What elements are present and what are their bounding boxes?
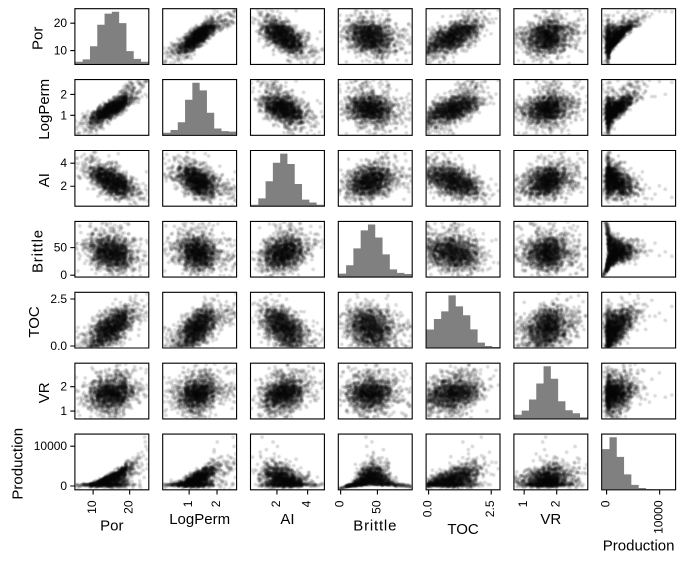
svg-text:2.5: 2.5	[483, 500, 497, 517]
svg-text:AI: AI	[280, 511, 294, 528]
svg-text:10000: 10000	[652, 500, 666, 534]
svg-text:10000: 10000	[34, 439, 68, 453]
svg-text:2: 2	[60, 87, 67, 101]
svg-text:4: 4	[300, 500, 314, 507]
svg-text:LogPerm: LogPerm	[169, 511, 230, 528]
svg-text:TOC: TOC	[447, 521, 479, 538]
svg-text:1: 1	[181, 500, 195, 507]
svg-text:VR: VR	[540, 511, 561, 528]
svg-text:20: 20	[122, 500, 136, 514]
svg-text:10: 10	[85, 500, 99, 514]
svg-text:4: 4	[60, 156, 67, 170]
svg-text:0: 0	[333, 500, 347, 507]
svg-text:0: 0	[60, 479, 67, 493]
svg-text:Brittle: Brittle	[353, 518, 397, 535]
svg-text:VR: VR	[36, 382, 53, 403]
svg-text:0.0: 0.0	[421, 500, 435, 517]
svg-text:50: 50	[369, 500, 383, 514]
svg-text:2: 2	[269, 500, 283, 507]
svg-text:2.5: 2.5	[50, 292, 67, 306]
svg-text:1: 1	[60, 404, 67, 418]
svg-text:20: 20	[54, 16, 68, 30]
svg-text:AI: AI	[36, 173, 53, 187]
svg-text:Brittle: Brittle	[30, 229, 47, 273]
svg-text:0.0: 0.0	[50, 339, 67, 353]
svg-text:50: 50	[54, 241, 68, 255]
svg-text:1: 1	[516, 500, 530, 507]
svg-text:10: 10	[54, 44, 68, 58]
svg-text:2: 2	[60, 179, 67, 193]
svg-text:Por: Por	[30, 27, 47, 50]
svg-text:0: 0	[60, 268, 67, 282]
svg-text:2: 2	[549, 500, 563, 507]
svg-text:LogPerm: LogPerm	[36, 79, 53, 140]
svg-text:Production: Production	[10, 428, 27, 500]
svg-text:Por: Por	[100, 518, 123, 535]
svg-text:2: 2	[60, 380, 67, 394]
svg-text:TOC: TOC	[26, 306, 43, 338]
svg-text:Production: Production	[603, 538, 675, 555]
svg-text:0: 0	[599, 500, 613, 507]
svg-text:1: 1	[60, 108, 67, 122]
svg-text:2: 2	[209, 500, 223, 507]
